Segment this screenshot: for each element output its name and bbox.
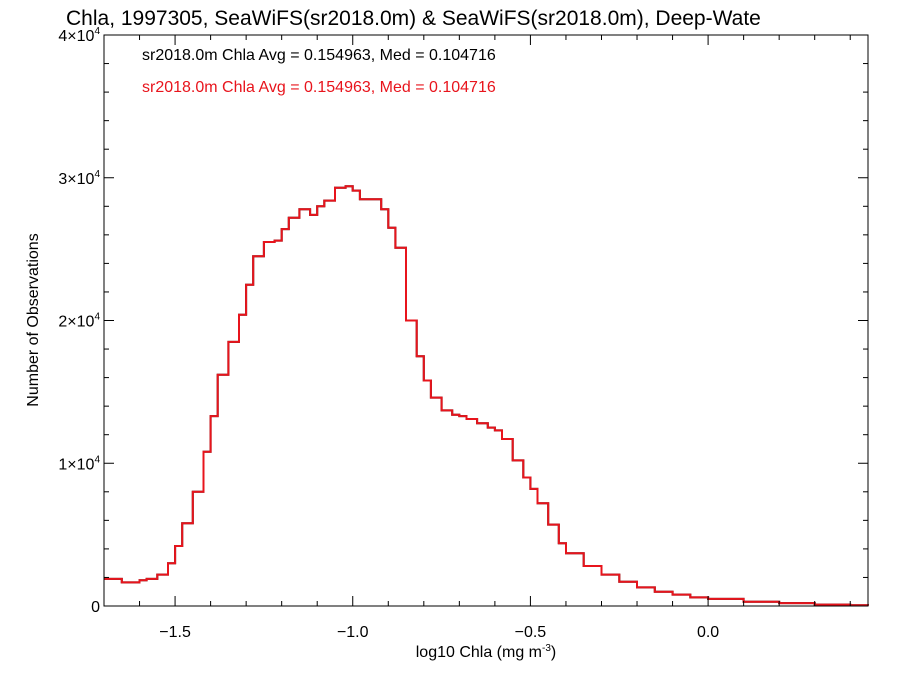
- x-axis-label: log10 Chla (mg m-3): [416, 643, 557, 661]
- y-tick-label: 2×104: [58, 312, 100, 331]
- y-tick-label-exp: 4: [94, 454, 100, 465]
- x-axis-label-end: ): [551, 644, 556, 661]
- y-tick-label-base: 1×10: [58, 456, 94, 473]
- y-tick-label: 4×104: [58, 26, 100, 45]
- x-tick-label: 0.0: [697, 624, 719, 641]
- x-tick-label: −1.5: [159, 624, 191, 641]
- y-tick-label-exp: 4: [94, 169, 100, 180]
- y-tick-label-exp: 4: [94, 26, 100, 37]
- chart-title: Chla, 1997305, SeaWiFS(sr2018.0m) & SeaW…: [66, 7, 761, 30]
- y-tick-label-base: 0: [91, 599, 100, 616]
- x-tick-label: −0.5: [515, 624, 547, 641]
- x-tick-label: −1.0: [337, 624, 369, 641]
- annotation-black: sr2018.0m Chla Avg = 0.154963, Med = 0.1…: [142, 47, 496, 64]
- x-axis-label-sup: -3: [542, 643, 551, 654]
- series-layer: [104, 185, 869, 607]
- x-axis-label-main: log10 Chla (mg m: [416, 644, 542, 661]
- series-line-red: [104, 185, 869, 607]
- annotation-red: sr2018.0m Chla Avg = 0.154963, Med = 0.1…: [142, 79, 496, 96]
- y-tick-label-base: 3×10: [58, 171, 94, 188]
- y-axis-label: Number of Observations: [25, 233, 42, 406]
- y-tick-label: 3×104: [58, 169, 100, 188]
- y-tick-label: 0: [91, 599, 100, 616]
- y-tick-label-exp: 4: [94, 312, 100, 323]
- y-tick-label: 1×104: [58, 454, 100, 473]
- y-tick-label-base: 2×10: [58, 314, 94, 331]
- y-tick-label-base: 4×10: [58, 28, 94, 45]
